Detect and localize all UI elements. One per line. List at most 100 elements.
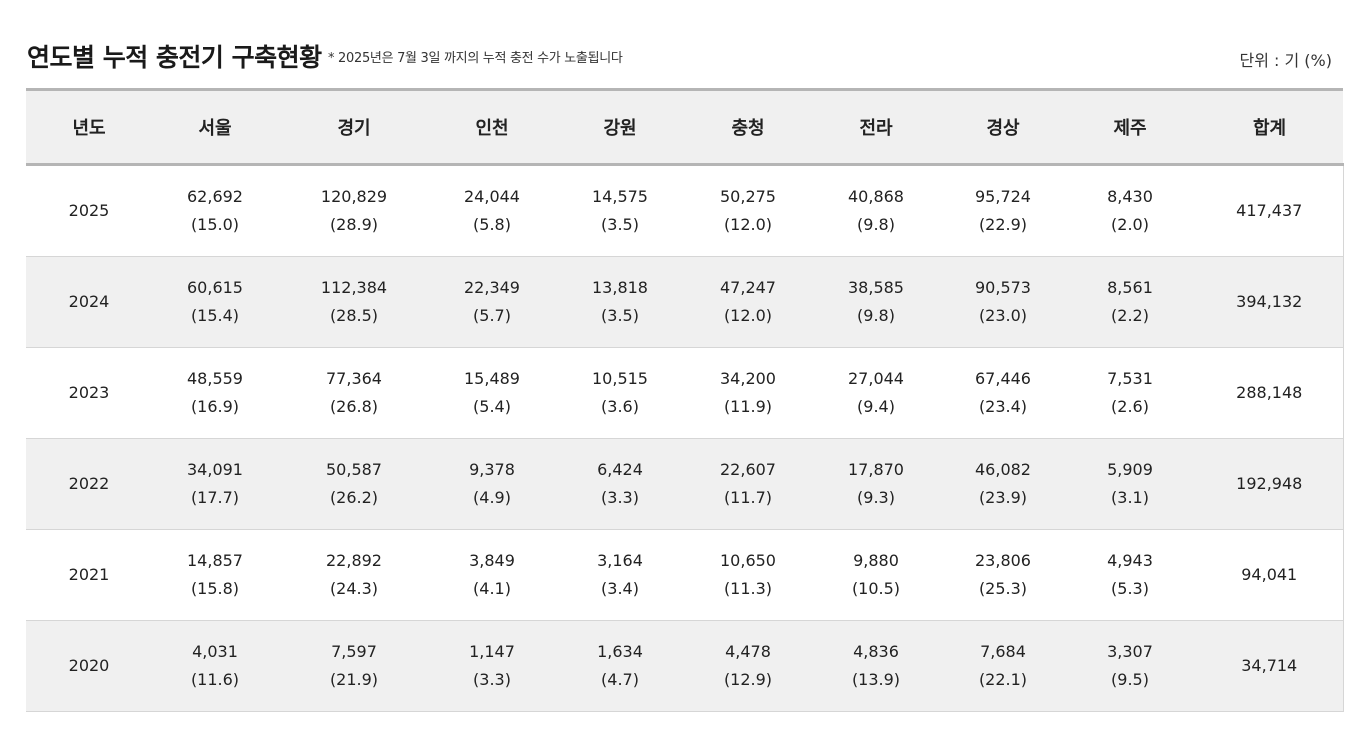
charger-share-percent: (5.7) xyxy=(473,306,511,325)
charger-count: 60,615 xyxy=(187,278,243,297)
region-cell-gangwon: 1,634 (4.7) xyxy=(554,620,686,712)
region-cell-gyeonggi: 22,892 (24.3) xyxy=(278,529,430,621)
year-cell: 2023 xyxy=(26,347,152,439)
column-header-jeju: 제주 xyxy=(1064,89,1196,166)
total-cell: 34,714 xyxy=(1196,620,1344,712)
charger-share-percent: (3.5) xyxy=(601,306,639,325)
region-cell-jeolla: 4,836 (13.9) xyxy=(810,620,942,712)
charger-count: 14,575 xyxy=(592,187,648,206)
region-cell-chungcheong: 34,200 (11.9) xyxy=(686,347,810,439)
charger-count: 5,909 xyxy=(1107,460,1153,479)
charger-share-percent: (3.4) xyxy=(601,579,639,598)
charger-share-percent: (3.6) xyxy=(601,397,639,416)
region-cell-gyeongsang: 95,724 (22.9) xyxy=(942,164,1064,257)
charger-count: 38,585 xyxy=(848,278,904,297)
table-row: 2022 34,091 (17.7) 50,587 (26.2) 9,378 (4.9) 6,… xyxy=(26,438,1344,530)
charger-share-percent: (26.2) xyxy=(329,488,379,507)
region-cell-chungcheong: 10,650 (11.3) xyxy=(686,529,810,621)
charger-count: 50,587 xyxy=(326,460,382,479)
charger-share-percent: (9.5) xyxy=(1111,670,1149,689)
charger-count: 10,515 xyxy=(592,369,648,388)
charger-count: 24,044 xyxy=(464,187,520,206)
charger-count: 10,650 xyxy=(720,551,776,570)
region-cell-gangwon: 14,575 (3.5) xyxy=(554,164,686,257)
charger-share-percent: (4.9) xyxy=(473,488,511,507)
region-cell-incheon: 3,849 (4.1) xyxy=(430,529,554,621)
charger-count: 4,031 xyxy=(192,642,238,661)
total-cell: 94,041 xyxy=(1196,529,1344,621)
charger-share-percent: (4.1) xyxy=(473,579,511,598)
charger-count: 23,806 xyxy=(975,551,1031,570)
charger-share-percent: (22.9) xyxy=(978,215,1028,234)
charger-count: 77,364 xyxy=(326,369,382,388)
charger-count: 9,880 xyxy=(853,551,899,570)
charger-share-percent: (3.5) xyxy=(601,215,639,234)
region-cell-jeolla: 38,585 (9.8) xyxy=(810,256,942,348)
charger-share-percent: (3.3) xyxy=(601,488,639,507)
charger-count: 34,091 xyxy=(187,460,243,479)
region-cell-seoul: 48,559 (16.9) xyxy=(152,347,278,439)
charger-count: 22,892 xyxy=(326,551,382,570)
column-header-gangwon: 강원 xyxy=(554,89,686,166)
charger-count: 62,692 xyxy=(187,187,243,206)
charger-count: 3,307 xyxy=(1107,642,1153,661)
charger-count: 4,836 xyxy=(853,642,899,661)
column-header-incheon: 인천 xyxy=(430,89,554,166)
year-cell: 2020 xyxy=(26,620,152,712)
charger-share-percent: (3.1) xyxy=(1111,488,1149,507)
region-cell-jeju: 8,430 (2.0) xyxy=(1064,164,1196,257)
region-cell-chungcheong: 22,607 (11.7) xyxy=(686,438,810,530)
year-cell: 2025 xyxy=(26,164,152,257)
table-body: 2025 62,692 (15.0) 120,829 (28.9) 24,044 (5.8)… xyxy=(26,164,1344,712)
charger-share-percent: (15.8) xyxy=(190,579,240,598)
charger-table: 년도 서울 경기 인천 강원 충청 전라 경상 제주 합계 2025 62,692… xyxy=(26,88,1344,712)
charger-share-percent: (15.4) xyxy=(190,306,240,325)
charger-share-percent: (26.8) xyxy=(329,397,379,416)
charger-count: 67,446 xyxy=(975,369,1031,388)
charger-share-percent: (24.3) xyxy=(329,579,379,598)
total-cell: 288,148 xyxy=(1196,347,1344,439)
region-cell-gangwon: 10,515 (3.6) xyxy=(554,347,686,439)
region-cell-gyeongsang: 46,082 (23.9) xyxy=(942,438,1064,530)
region-cell-jeju: 7,531 (2.6) xyxy=(1064,347,1196,439)
region-cell-jeju: 3,307 (9.5) xyxy=(1064,620,1196,712)
table-row: 2024 60,615 (15.4) 112,384 (28.5) 22,349 (5.7)… xyxy=(26,256,1344,348)
charger-share-percent: (5.3) xyxy=(1111,579,1149,598)
charger-count: 6,424 xyxy=(597,460,643,479)
charger-count: 47,247 xyxy=(720,278,776,297)
region-cell-seoul: 34,091 (17.7) xyxy=(152,438,278,530)
region-cell-seoul: 14,857 (15.8) xyxy=(152,529,278,621)
region-cell-jeolla: 40,868 (9.8) xyxy=(810,164,942,257)
column-header-gyeonggi: 경기 xyxy=(278,89,430,166)
charger-count: 46,082 xyxy=(975,460,1031,479)
charger-share-percent: (17.7) xyxy=(190,488,240,507)
region-cell-gyeongsang: 7,684 (22.1) xyxy=(942,620,1064,712)
region-cell-seoul: 4,031 (11.6) xyxy=(152,620,278,712)
charger-count: 120,829 xyxy=(320,187,388,206)
charger-share-percent: (2.6) xyxy=(1111,397,1149,416)
charger-share-percent: (9.8) xyxy=(857,215,895,234)
table-row: 2025 62,692 (15.0) 120,829 (28.9) 24,044 (5.8)… xyxy=(26,164,1344,257)
charger-share-percent: (5.8) xyxy=(473,215,511,234)
total-cell: 192,948 xyxy=(1196,438,1344,530)
charger-count: 4,478 xyxy=(725,642,771,661)
column-header-total: 합계 xyxy=(1196,89,1343,166)
region-cell-incheon: 24,044 (5.8) xyxy=(430,164,554,257)
charger-share-percent: (12.0) xyxy=(723,306,773,325)
region-cell-gyeongsang: 23,806 (25.3) xyxy=(942,529,1064,621)
charger-count: 4,943 xyxy=(1107,551,1153,570)
charger-share-percent: (28.9) xyxy=(329,215,379,234)
region-cell-gangwon: 6,424 (3.3) xyxy=(554,438,686,530)
charger-count: 3,164 xyxy=(597,551,643,570)
charger-share-percent: (21.9) xyxy=(329,670,379,689)
column-header-chungcheong: 충청 xyxy=(686,89,810,166)
charger-share-percent: (23.9) xyxy=(978,488,1028,507)
charger-count: 22,349 xyxy=(464,278,520,297)
table-row: 2023 48,559 (16.9) 77,364 (26.8) 15,489 (5.4) 1… xyxy=(26,347,1344,439)
charger-count: 48,559 xyxy=(187,369,243,388)
charger-count: 17,870 xyxy=(848,460,904,479)
charger-count: 1,147 xyxy=(469,642,515,661)
charger-count: 90,573 xyxy=(975,278,1031,297)
charger-count: 13,818 xyxy=(592,278,648,297)
region-cell-incheon: 1,147 (3.3) xyxy=(430,620,554,712)
